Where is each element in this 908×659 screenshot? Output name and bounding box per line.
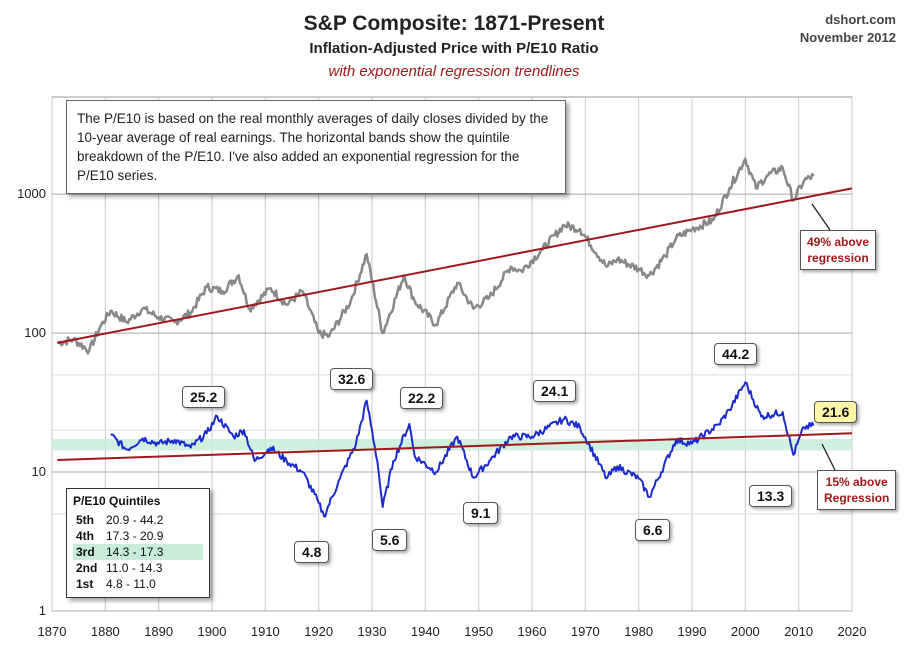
x-tick-label: 1880 <box>90 624 120 639</box>
callout-pe-1929: 32.6 <box>330 368 374 390</box>
callout-pe-1982: 6.6 <box>635 519 671 541</box>
y-tick-label: 10 <box>31 464 46 480</box>
series-price-regression-line <box>57 187 853 344</box>
x-tick-label: 1970 <box>570 624 600 639</box>
quintile-name: 5th <box>76 513 94 527</box>
quintile-name: 2nd <box>76 561 98 575</box>
x-tick-label: 1930 <box>357 624 387 639</box>
callout-pe-2000: 44.2 <box>714 343 758 365</box>
series-pe10-regression-line <box>57 432 853 461</box>
chart-title: S&P Composite: 1871-Present <box>303 12 605 35</box>
x-tick-label: 2020 <box>837 624 867 639</box>
quintile-range: 14.3 - 17.3 <box>106 545 164 559</box>
quintile-row: 1st 4.8 - 11.0 <box>73 576 203 592</box>
pe-note-pointer <box>821 443 836 471</box>
x-tick-label: 1950 <box>464 624 494 639</box>
price-regression-line2: regression <box>807 251 869 265</box>
x-tick-label: 2010 <box>784 624 814 639</box>
callout-pe-1901: 25.2 <box>182 386 226 408</box>
price-regression-line1: 49% above <box>807 235 870 249</box>
credit-site: dshort.com <box>825 12 896 27</box>
quintile-row: 2nd 11.0 - 14.3 <box>73 560 203 576</box>
x-tick-label: 1960 <box>517 624 547 639</box>
price-note-pointer <box>811 203 831 231</box>
callout-pe-current: 21.6 <box>814 401 858 423</box>
x-tick-label: 1910 <box>250 624 280 639</box>
chart-trend-subtitle: with exponential regression trendlines <box>328 63 580 80</box>
callout-pe-2009: 13.3 <box>749 485 793 507</box>
quintile-name: 1st <box>76 577 94 591</box>
y-tick-label: 1 <box>38 603 46 618</box>
callout-pe-1966: 24.1 <box>533 380 577 402</box>
quintile-range: 17.3 - 20.9 <box>106 529 164 543</box>
quintile-range: 4.8 - 11.0 <box>106 577 156 591</box>
x-tick-label: 1900 <box>197 624 227 639</box>
pe-regression-note: 15% above Regression <box>817 470 897 510</box>
y-tick-label: 1000 <box>17 186 46 202</box>
quintile-range: 11.0 - 14.3 <box>106 561 163 575</box>
quintile-name: 3rd <box>76 545 95 559</box>
callout-pe-1932: 5.6 <box>372 529 408 551</box>
quintile-row-highlighted: 3rd 14.3 - 17.3 <box>73 544 203 560</box>
chart-subtitle: Inflation-Adjusted Price with P/E10 Rati… <box>309 40 599 57</box>
pe-regression-line1: 15% above <box>825 475 888 489</box>
callout-pe-1949: 9.1 <box>463 502 499 524</box>
pe-regression-line2: Regression <box>824 491 890 505</box>
note-box: The P/E10 is based on the real monthly a… <box>66 100 566 194</box>
x-tick-label: 1990 <box>677 624 707 639</box>
x-tick-label: 1980 <box>624 624 654 639</box>
quintile-legend: P/E10 Quintiles 5th 20.9 - 44.2 4th 17.3 -… <box>66 488 210 598</box>
callout-pe-1937: 22.2 <box>400 387 444 409</box>
price-regression-note: 49% above regression <box>800 230 877 270</box>
quintile-row: 4th 17.3 - 20.9 <box>73 528 203 544</box>
credit-date: November 2012 <box>799 30 896 45</box>
y-tick-label: 100 <box>24 325 46 341</box>
x-tick-label: 2000 <box>730 624 760 639</box>
x-tick-label: 1890 <box>144 624 174 639</box>
x-tick-label: 1920 <box>304 624 334 639</box>
quintile-name: 4th <box>76 529 94 543</box>
quintile-legend-title: P/E10 Quintiles <box>73 494 161 508</box>
callout-pe-1920: 4.8 <box>294 541 330 563</box>
x-tick-label: 1940 <box>410 624 440 639</box>
x-tick-label: 1870 <box>37 624 67 639</box>
series-price-line <box>57 157 815 355</box>
quintile-row: 5th 20.9 - 44.2 <box>73 512 203 528</box>
quintile-range: 20.9 - 44.2 <box>106 513 164 527</box>
